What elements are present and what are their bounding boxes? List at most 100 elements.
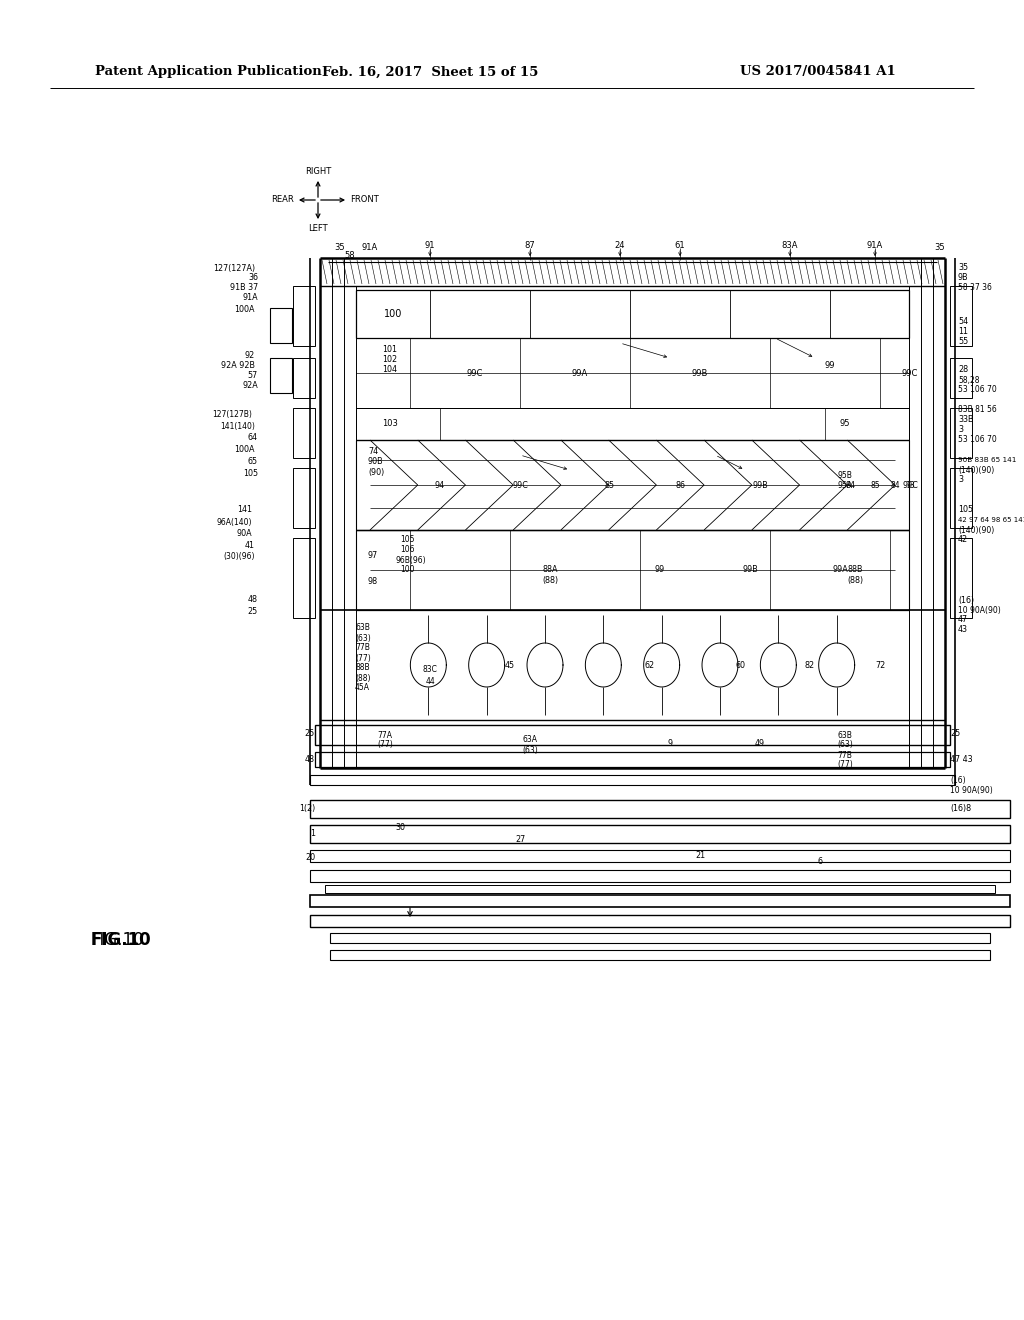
Bar bbox=[293, 358, 315, 399]
Text: 30: 30 bbox=[395, 824, 406, 833]
Text: (30)(96): (30)(96) bbox=[223, 553, 255, 561]
Bar bbox=[310, 825, 1010, 843]
Text: 62: 62 bbox=[645, 660, 655, 669]
Text: (77): (77) bbox=[838, 760, 853, 770]
Bar bbox=[310, 850, 1010, 862]
Text: (16): (16) bbox=[958, 595, 974, 605]
Text: 83C: 83C bbox=[423, 665, 437, 675]
Text: 55: 55 bbox=[958, 338, 969, 346]
Text: 99C: 99C bbox=[467, 368, 483, 378]
Text: 21: 21 bbox=[695, 850, 706, 859]
Text: 10 90A(90): 10 90A(90) bbox=[950, 785, 992, 795]
Text: 27: 27 bbox=[515, 836, 525, 845]
Text: (63): (63) bbox=[838, 741, 853, 750]
Bar bbox=[950, 539, 972, 618]
Text: 63B: 63B bbox=[355, 623, 370, 632]
Text: (140)(90): (140)(90) bbox=[958, 466, 994, 474]
Text: Feb. 16, 2017  Sheet 15 of 15: Feb. 16, 2017 Sheet 15 of 15 bbox=[322, 66, 539, 78]
Text: 92A 92B: 92A 92B bbox=[221, 360, 255, 370]
Text: 47 43: 47 43 bbox=[950, 755, 973, 764]
Bar bbox=[310, 870, 1010, 882]
Bar bbox=[293, 286, 315, 346]
Text: (16): (16) bbox=[950, 776, 966, 784]
Text: US 2017/0045841 A1: US 2017/0045841 A1 bbox=[740, 66, 896, 78]
Text: 1: 1 bbox=[310, 829, 315, 837]
Text: 54: 54 bbox=[958, 318, 968, 326]
Text: (63): (63) bbox=[522, 746, 538, 755]
Text: 82: 82 bbox=[805, 660, 815, 669]
Text: 91B 37: 91B 37 bbox=[229, 284, 258, 293]
Bar bbox=[270, 358, 292, 393]
Text: 99B: 99B bbox=[742, 565, 758, 574]
Text: FIG.10: FIG.10 bbox=[90, 931, 143, 949]
Text: (88): (88) bbox=[542, 576, 558, 585]
Text: 92A: 92A bbox=[243, 381, 258, 391]
Text: 58 37 36: 58 37 36 bbox=[958, 284, 992, 293]
Text: 100: 100 bbox=[400, 565, 415, 574]
Text: 141: 141 bbox=[237, 506, 252, 515]
Text: 86: 86 bbox=[675, 480, 685, 490]
Text: 9B: 9B bbox=[958, 273, 969, 282]
Bar bbox=[950, 408, 972, 458]
Text: 99C: 99C bbox=[512, 480, 528, 490]
Text: 96A(140): 96A(140) bbox=[216, 517, 252, 527]
Text: 87: 87 bbox=[524, 240, 536, 249]
Text: 45A: 45A bbox=[355, 684, 370, 693]
Bar bbox=[310, 895, 1010, 907]
Bar bbox=[950, 469, 972, 528]
Text: 100A: 100A bbox=[234, 305, 255, 314]
Bar bbox=[293, 469, 315, 528]
Text: 43: 43 bbox=[958, 626, 968, 635]
Text: 101: 101 bbox=[382, 346, 397, 355]
Text: 103: 103 bbox=[382, 420, 398, 429]
Text: 1(2): 1(2) bbox=[299, 804, 315, 813]
Text: 35: 35 bbox=[935, 243, 945, 252]
Text: 94: 94 bbox=[435, 480, 445, 490]
Bar bbox=[310, 915, 1010, 927]
Bar bbox=[270, 308, 292, 343]
Text: 102: 102 bbox=[382, 355, 397, 364]
Bar bbox=[950, 358, 972, 399]
Text: 73: 73 bbox=[905, 480, 914, 490]
Text: 3: 3 bbox=[958, 425, 963, 434]
Text: 42: 42 bbox=[958, 536, 968, 544]
Text: 65: 65 bbox=[248, 458, 258, 466]
Text: 92: 92 bbox=[245, 351, 255, 359]
Text: 77B: 77B bbox=[838, 751, 852, 759]
Text: 100: 100 bbox=[384, 309, 402, 319]
Bar bbox=[315, 752, 950, 767]
Text: 45: 45 bbox=[505, 660, 515, 669]
Text: 90A: 90A bbox=[237, 528, 252, 537]
Text: 47: 47 bbox=[958, 615, 968, 624]
Text: (90): (90) bbox=[368, 467, 384, 477]
Text: 84: 84 bbox=[890, 480, 900, 490]
Text: 88B: 88B bbox=[355, 664, 370, 672]
Text: 3: 3 bbox=[958, 475, 963, 484]
Text: 83A: 83A bbox=[781, 240, 799, 249]
Text: 99A: 99A bbox=[571, 368, 588, 378]
Text: 48: 48 bbox=[305, 755, 315, 764]
Text: LEFT: LEFT bbox=[308, 224, 328, 234]
Text: 97: 97 bbox=[368, 550, 378, 560]
Text: 58,28: 58,28 bbox=[958, 375, 980, 384]
Text: 77A: 77A bbox=[378, 730, 392, 739]
Bar bbox=[310, 775, 955, 785]
Text: (77): (77) bbox=[355, 653, 371, 663]
Text: 58: 58 bbox=[345, 252, 355, 260]
Text: 57: 57 bbox=[248, 371, 258, 380]
Text: 90B: 90B bbox=[368, 458, 384, 466]
Text: 48: 48 bbox=[248, 595, 258, 605]
Text: 100A: 100A bbox=[234, 446, 255, 454]
Text: 64: 64 bbox=[248, 433, 258, 441]
Text: 41: 41 bbox=[245, 540, 255, 549]
Text: 99: 99 bbox=[655, 565, 666, 574]
Text: 88B: 88B bbox=[847, 565, 863, 574]
Text: 77B: 77B bbox=[355, 644, 370, 652]
Text: 60: 60 bbox=[735, 660, 745, 669]
Text: 105: 105 bbox=[400, 536, 415, 544]
Text: 99B: 99B bbox=[752, 480, 768, 490]
Text: 72: 72 bbox=[874, 660, 885, 669]
Text: 63A: 63A bbox=[522, 735, 538, 744]
Text: 141(140): 141(140) bbox=[220, 421, 255, 430]
Text: RIGHT: RIGHT bbox=[305, 168, 331, 176]
